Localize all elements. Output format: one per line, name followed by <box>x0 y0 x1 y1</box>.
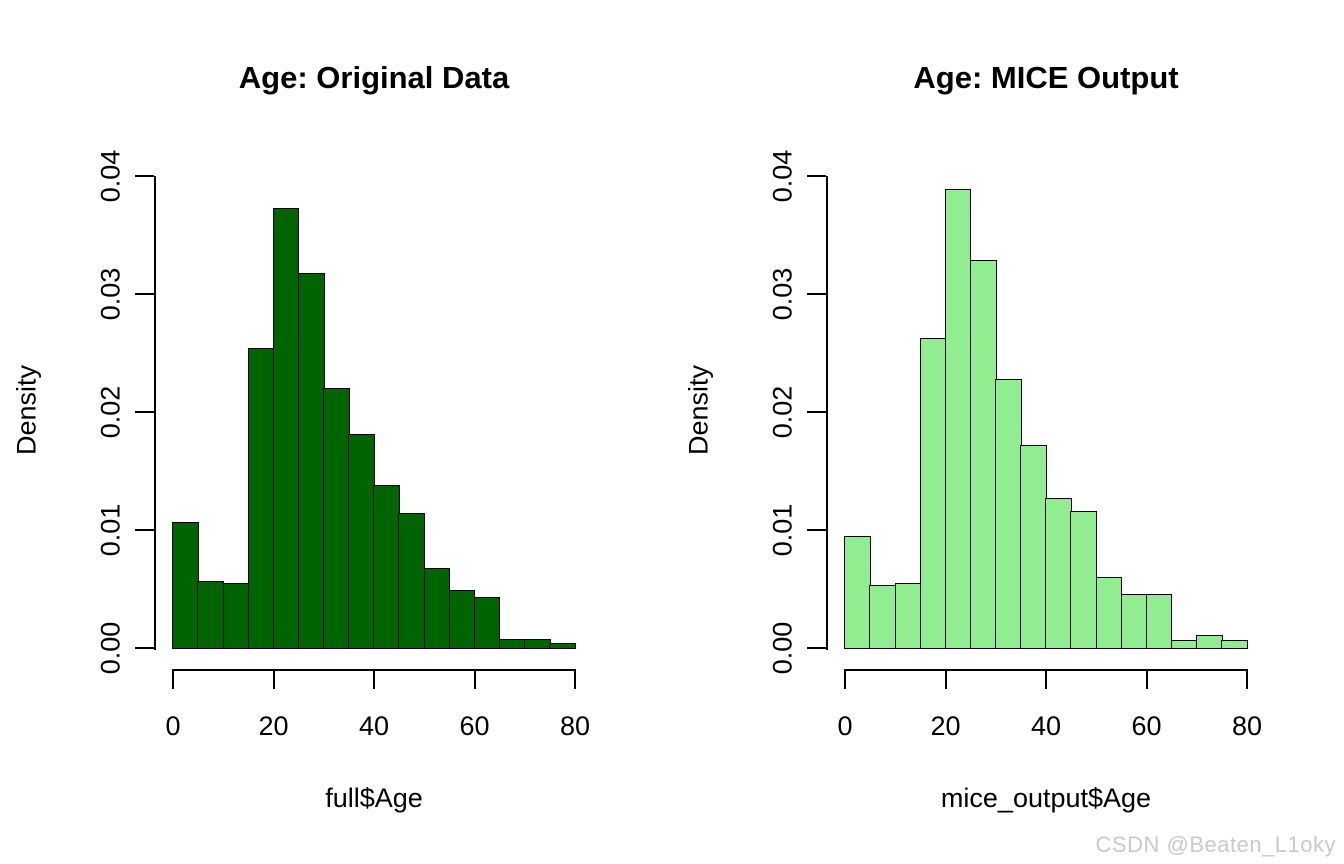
histogram-bar <box>247 348 275 650</box>
x-tick <box>1045 669 1047 689</box>
histogram-bar <box>869 585 896 650</box>
y-tick-label: 0.03 <box>95 267 126 321</box>
y-tick <box>807 175 826 177</box>
y-tick <box>135 175 154 177</box>
x-tick <box>574 669 576 689</box>
x-tick-label: 60 <box>459 711 490 741</box>
x-tick-label: 0 <box>837 711 853 741</box>
histogram-bar <box>1120 593 1148 650</box>
x-tick <box>844 669 846 689</box>
histogram-bar <box>172 521 199 650</box>
histogram-bar <box>1070 511 1097 650</box>
x-tick <box>373 669 375 689</box>
y-tick <box>135 293 154 295</box>
histogram-bar <box>894 583 922 650</box>
y-tick <box>135 411 154 413</box>
histogram-bar <box>969 259 997 650</box>
y-tick-label: 0.00 <box>767 621 798 675</box>
y-tick-label: 0.02 <box>95 385 126 439</box>
x-tick <box>1145 669 1148 689</box>
chart-panel-original-data: Age: Original Data Density full$Age 0.00… <box>11 60 591 813</box>
y-axis-label: Density <box>11 364 42 456</box>
histogram-bar <box>222 583 250 650</box>
histogram-bar <box>1020 445 1047 650</box>
chart-title: Age: MICE Output <box>913 60 1179 95</box>
x-tick <box>1246 669 1248 689</box>
histogram-bar <box>448 590 476 650</box>
x-tick-label: 20 <box>930 711 961 741</box>
y-tick <box>807 529 826 531</box>
csdn-watermark: CSDN @Beaten_L1oky <box>1095 832 1336 857</box>
histogram-bar <box>498 638 526 650</box>
y-tick <box>807 411 826 413</box>
x-tick-label: 60 <box>1131 711 1162 741</box>
histogram-bar <box>944 188 972 650</box>
x-axis-label: mice_output$Age <box>940 783 1152 813</box>
x-tick-label: 20 <box>258 711 289 741</box>
histogram-bar <box>1196 635 1223 650</box>
y-tick <box>135 529 154 531</box>
y-tick-label: 0.04 <box>95 149 126 203</box>
y-tick-label: 0.04 <box>767 149 798 203</box>
x-tick <box>172 669 174 689</box>
histogram-bar <box>1045 498 1072 650</box>
chart-panel-mice-output: Age: MICE Output Density mice_output$Age… <box>672 0 1344 864</box>
y-axis-label: Density <box>683 364 714 456</box>
histogram-bar <box>323 388 350 650</box>
histogram-bar <box>919 337 947 650</box>
y-tick <box>807 647 826 649</box>
histogram-bar <box>348 434 375 650</box>
histogram-bar <box>398 513 425 650</box>
histogram-bar <box>297 272 325 650</box>
x-tick <box>473 669 476 689</box>
histogram-bar <box>373 485 400 650</box>
x-tick-label: 80 <box>1231 711 1263 741</box>
chart-title: Age: Original Data <box>238 60 510 95</box>
histogram-bar <box>995 378 1022 650</box>
y-axis-line <box>826 176 828 650</box>
y-tick-label: 0.02 <box>767 385 798 439</box>
histogram-bar <box>524 638 551 650</box>
histogram-bar <box>1170 639 1198 650</box>
histogram-bar <box>1221 639 1248 650</box>
histogram-bar <box>1095 577 1123 650</box>
x-tick <box>944 669 947 689</box>
x-tick-label: 40 <box>1030 711 1062 741</box>
histogram-bar <box>423 567 451 650</box>
histogram-bar <box>197 580 224 650</box>
y-tick-label: 0.01 <box>95 503 126 557</box>
histogram-bar <box>1145 593 1173 650</box>
y-tick-label: 0.01 <box>767 503 798 557</box>
x-tick <box>272 669 275 689</box>
y-tick-label: 0.00 <box>95 621 126 675</box>
y-axis-line <box>154 176 156 650</box>
y-tick <box>135 647 154 649</box>
histogram-bar <box>844 535 871 650</box>
x-axis-label: full$Age <box>325 783 423 813</box>
x-tick-label: 40 <box>358 711 390 741</box>
histogram-bar <box>272 207 300 650</box>
y-tick <box>807 293 826 295</box>
histogram-bar <box>549 643 576 650</box>
x-tick-label: 0 <box>165 711 181 741</box>
y-tick-label: 0.03 <box>767 267 798 321</box>
x-tick-label: 80 <box>559 711 591 741</box>
histogram-bar <box>473 597 501 650</box>
